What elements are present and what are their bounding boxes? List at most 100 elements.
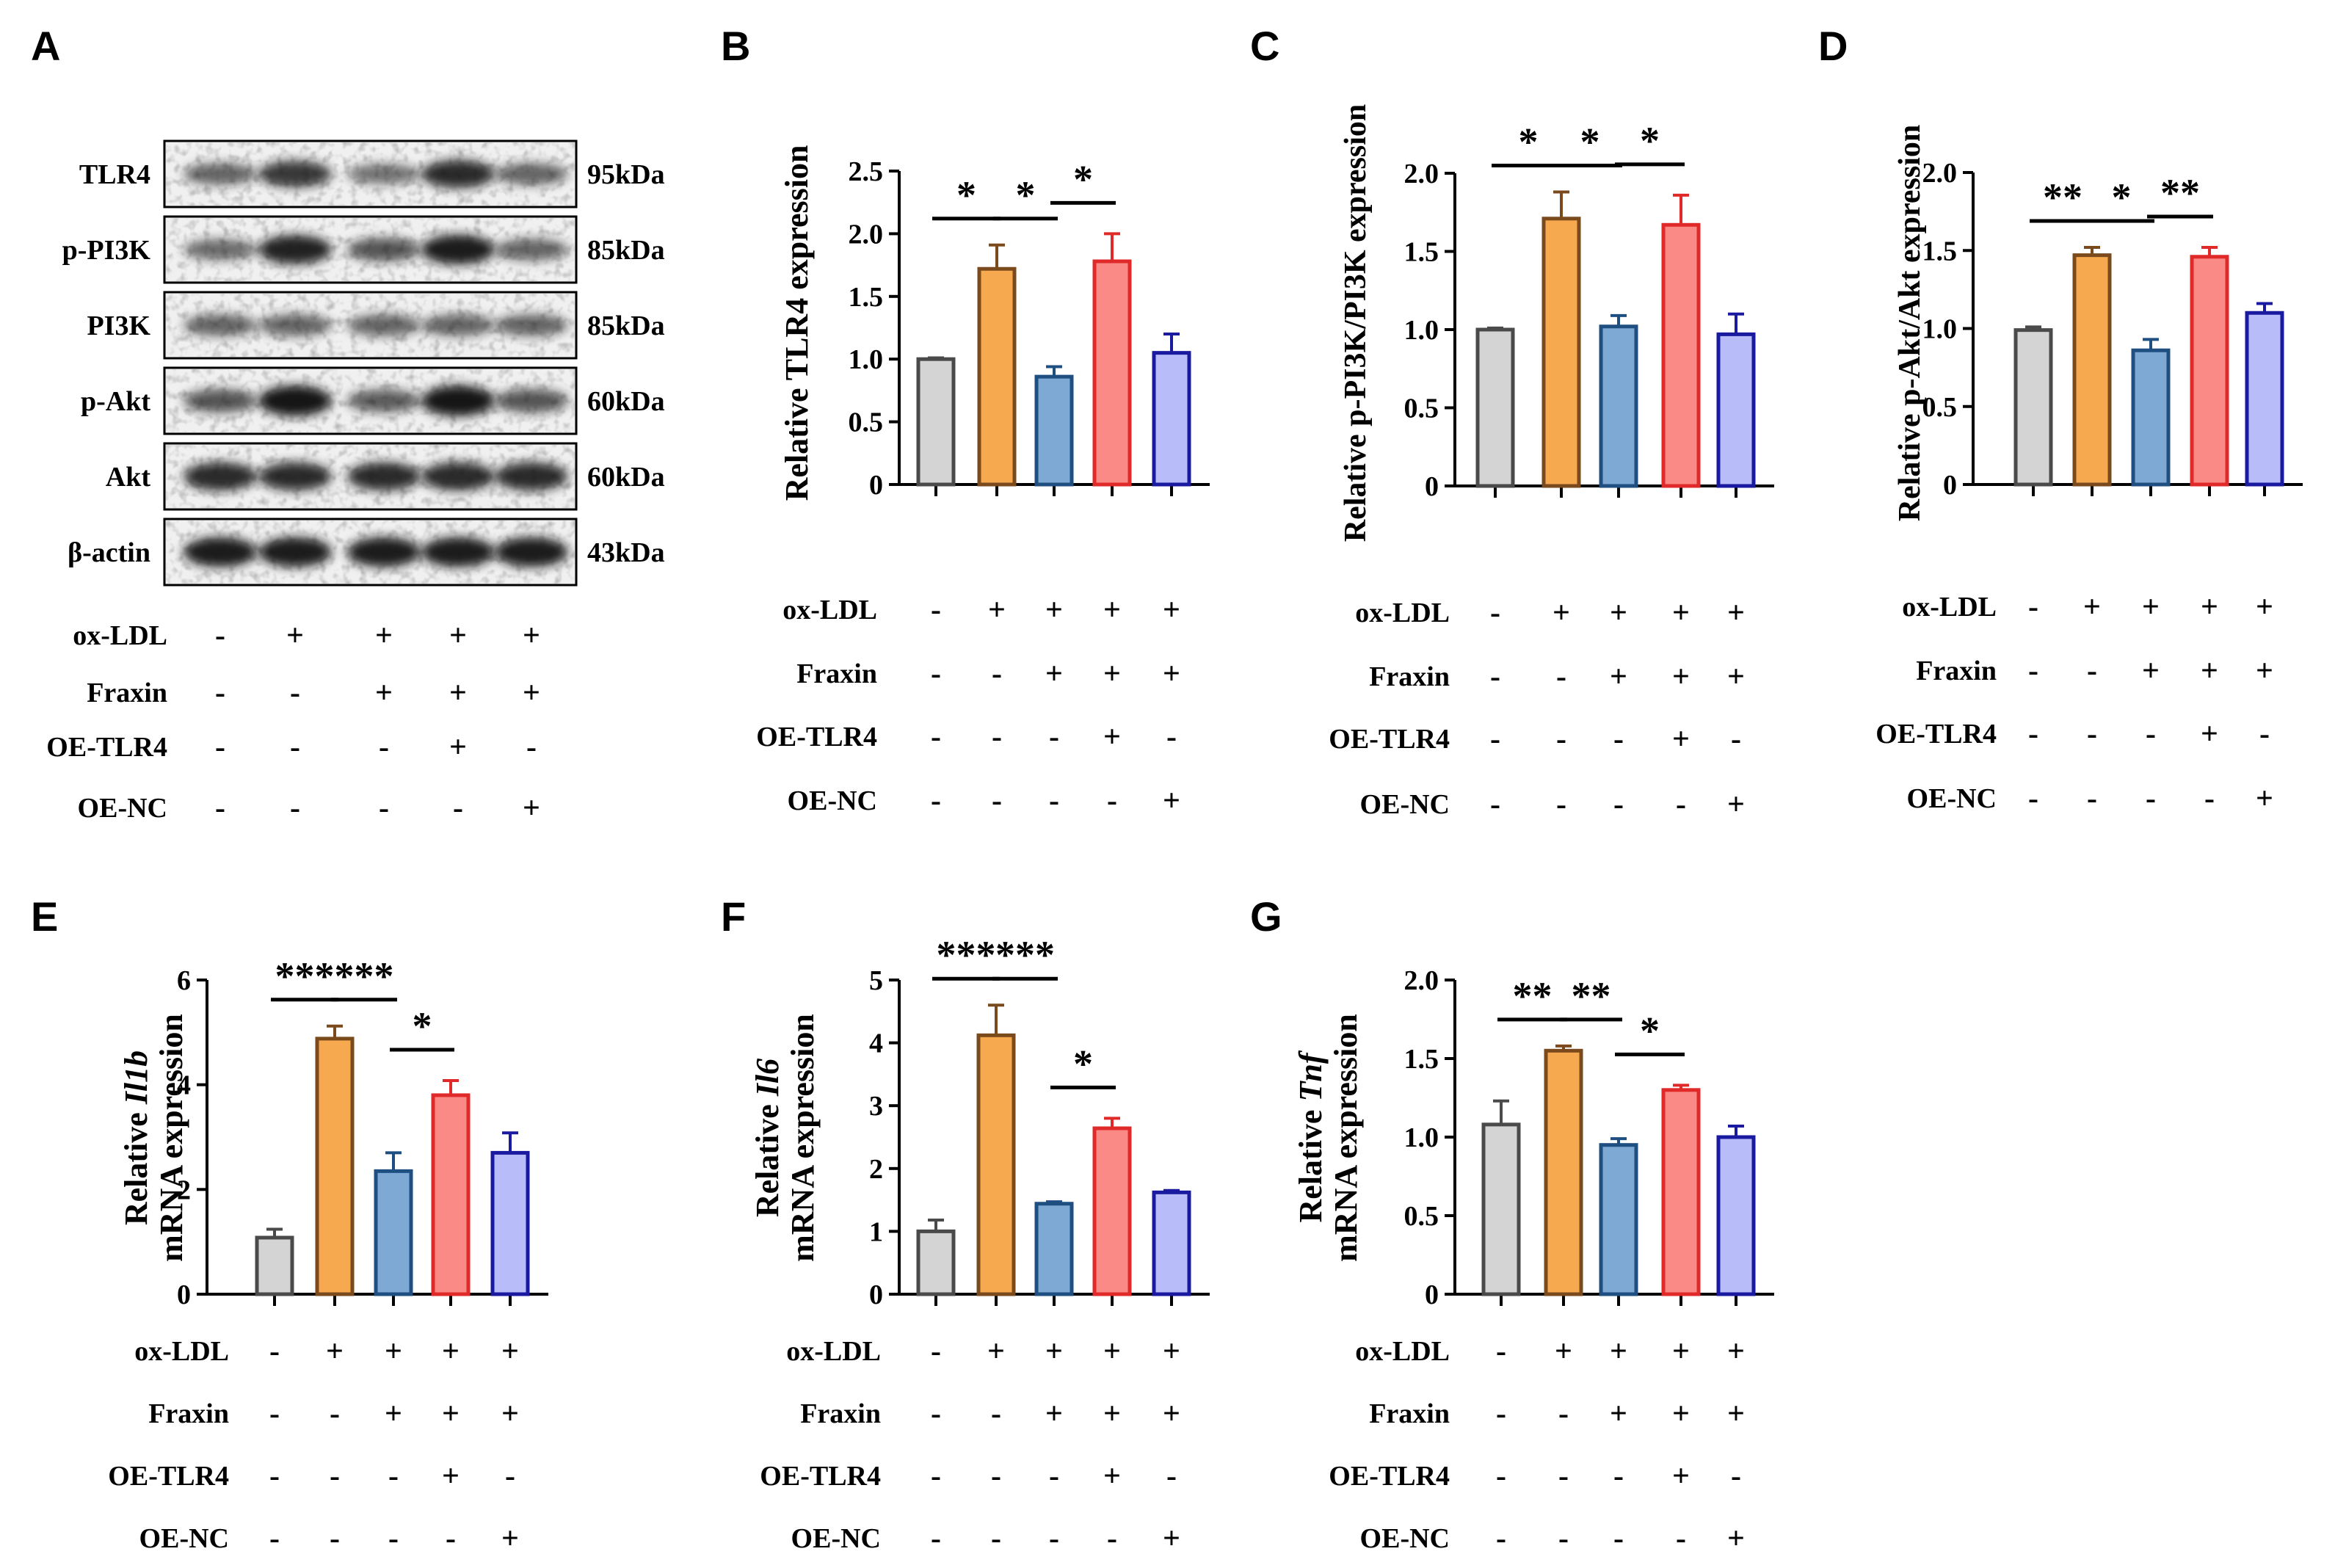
treatment-sign-3-0: - <box>1496 1522 1506 1556</box>
treatment-label-1: Fraxin <box>1369 1398 1450 1429</box>
bar-0 <box>2013 328 2053 487</box>
blot-sign-1-0: - <box>215 676 225 710</box>
panel-letter-d: D <box>1818 23 1848 69</box>
blot-sign-3-4: + <box>523 791 540 825</box>
treatment-sign-2-0: - <box>2028 717 2038 751</box>
panel-letter-g: G <box>1250 893 1282 940</box>
treatment-sign-2-0: - <box>1490 722 1500 756</box>
blot-band-0-3 <box>421 159 495 189</box>
blot-band-5-1 <box>258 537 332 567</box>
treatment-sign-2-0: - <box>931 720 941 754</box>
treatment-sign-3-2: - <box>1049 784 1059 818</box>
blot-band-1-2 <box>347 237 421 262</box>
significance-label-2: * <box>1073 1042 1093 1086</box>
treatment-sign-3-3: - <box>446 1522 456 1556</box>
blot-sign-3-1: - <box>290 791 300 825</box>
treatment-sign-3-1: - <box>330 1522 340 1556</box>
significance-label-0: * <box>956 173 976 217</box>
treatment-sign-2-2: - <box>1049 720 1059 754</box>
y-tick-label-1: 0.5 <box>1404 1201 1439 1232</box>
treatment-sign-0-4: + <box>2256 590 2273 624</box>
treatment-sign-1-1: - <box>992 657 1002 691</box>
blot-band-3-4 <box>495 388 568 413</box>
treatment-sign-1-4: + <box>1163 1397 1180 1431</box>
significance-label-2: ** <box>2160 171 2200 215</box>
treatment-sign-1-2: + <box>1610 1397 1627 1431</box>
blot-sign-0-4: + <box>523 619 540 653</box>
blot-band-3-0 <box>184 388 257 413</box>
treatment-sign-0-0: - <box>1496 1335 1506 1368</box>
blot-sign-1-1: - <box>290 676 300 710</box>
treatment-sign-0-1: + <box>988 593 1006 627</box>
treatment-label-2: OE-TLR4 <box>1329 1461 1450 1492</box>
y-tick-label-0: 0 <box>177 1280 191 1310</box>
y-tick-label-3: 1.5 <box>1404 237 1439 268</box>
blot-sign-2-0: - <box>215 730 225 764</box>
blot-protein-label-2: PI3K <box>87 311 150 341</box>
treatment-sign-1-2: + <box>1610 660 1627 694</box>
blot-treatment-label-0: ox-LDL <box>73 620 167 651</box>
blot-sign-0-0: - <box>215 619 225 653</box>
treatment-label-2: OE-TLR4 <box>760 1461 881 1492</box>
treatment-sign-0-3: + <box>1672 1335 1690 1368</box>
treatment-sign-1-0: - <box>1490 660 1500 694</box>
y-tick-label-2: 1.0 <box>1404 315 1439 346</box>
treatment-sign-1-4: + <box>2256 654 2273 688</box>
significance-label-2: * <box>1073 157 1093 201</box>
treatment-sign-3-3: - <box>1676 788 1686 821</box>
blot-size-label-2: 85kDa <box>587 311 665 341</box>
treatment-label-3: OE-NC <box>1907 783 1997 814</box>
chart-panel-c: 0 0.5 1.0 1.5 2.0 * * * Relative p-PI3K/PI3K exp… <box>1329 104 1774 821</box>
treatment-label-3: OE-NC <box>139 1523 229 1554</box>
y-tick-label-4: 2.0 <box>849 219 884 250</box>
treatment-sign-3-4: + <box>2256 782 2273 816</box>
treatment-sign-0-1: + <box>1555 1335 1572 1368</box>
treatment-sign-3-2: - <box>2146 782 2156 816</box>
treatment-sign-2-2: - <box>1613 1459 1624 1493</box>
treatment-sign-3-0: - <box>269 1522 280 1556</box>
bar-1 <box>977 266 1017 487</box>
bar-3 <box>2190 255 2229 487</box>
blot-sign-0-2: + <box>375 619 393 653</box>
bar-1 <box>315 1037 355 1296</box>
treatment-sign-3-4: + <box>1163 1522 1180 1556</box>
blot-sign-3-2: - <box>379 791 389 825</box>
treatment-label-1: Fraxin <box>1916 656 1997 686</box>
treatment-label-1: Fraxin <box>796 658 877 689</box>
treatment-sign-2-4: - <box>1731 1459 1741 1493</box>
treatment-sign-0-1: + <box>987 1335 1005 1368</box>
treatment-sign-2-0: - <box>931 1459 941 1493</box>
y-tick-label-0: 0 <box>1943 470 1957 501</box>
chart-panel-b: 0 0.5 1.0 1.5 2.0 2.5 * * * Relative TLR4 express… <box>756 145 1210 818</box>
significance-label-1: * <box>1016 173 1036 217</box>
blot-size-label-4: 60kDa <box>587 462 665 493</box>
treatment-sign-1-2: + <box>1045 657 1063 691</box>
chart-panel-g: 00.51.01.52.0 ** ***Relative Tnf mRNA expre… <box>1293 965 1774 1556</box>
blot-band-1-3 <box>421 234 495 265</box>
treatment-sign-3-1: - <box>992 784 1002 818</box>
blot-protein-label-5: β-actin <box>68 537 150 568</box>
y-tick-label-5: 2.5 <box>849 156 884 187</box>
blot-protein-label-0: TLR4 <box>79 159 150 190</box>
significance-label-2: * <box>1640 119 1660 163</box>
treatment-sign-2-2: - <box>1049 1459 1059 1493</box>
blot-sign-0-3: + <box>449 619 467 653</box>
treatment-sign-2-1: - <box>1556 722 1566 756</box>
treatment-label-1: Fraxin <box>1369 661 1450 692</box>
bar-4 <box>1152 1190 1191 1296</box>
blot-sign-2-2: - <box>379 730 389 764</box>
y-axis-label-line2: mRNA expression <box>1328 1014 1364 1262</box>
treatment-label-2: OE-TLR4 <box>756 722 877 752</box>
treatment-sign-3-2: - <box>1613 1522 1624 1556</box>
treatment-sign-0-0: - <box>931 1335 941 1368</box>
treatment-sign-1-3: + <box>1672 660 1690 694</box>
treatment-sign-0-3: + <box>1672 596 1690 630</box>
blot-band-0-0 <box>184 163 257 185</box>
treatment-sign-0-2: + <box>1045 1335 1063 1368</box>
significance-label-1: *** <box>995 933 1055 977</box>
blot-sign-2-1: - <box>290 730 300 764</box>
panel-letter-b: B <box>721 23 750 69</box>
blot-band-0-2 <box>347 164 421 184</box>
y-tick-label-1: 0.5 <box>849 407 884 438</box>
treatment-sign-1-3: + <box>442 1397 460 1431</box>
